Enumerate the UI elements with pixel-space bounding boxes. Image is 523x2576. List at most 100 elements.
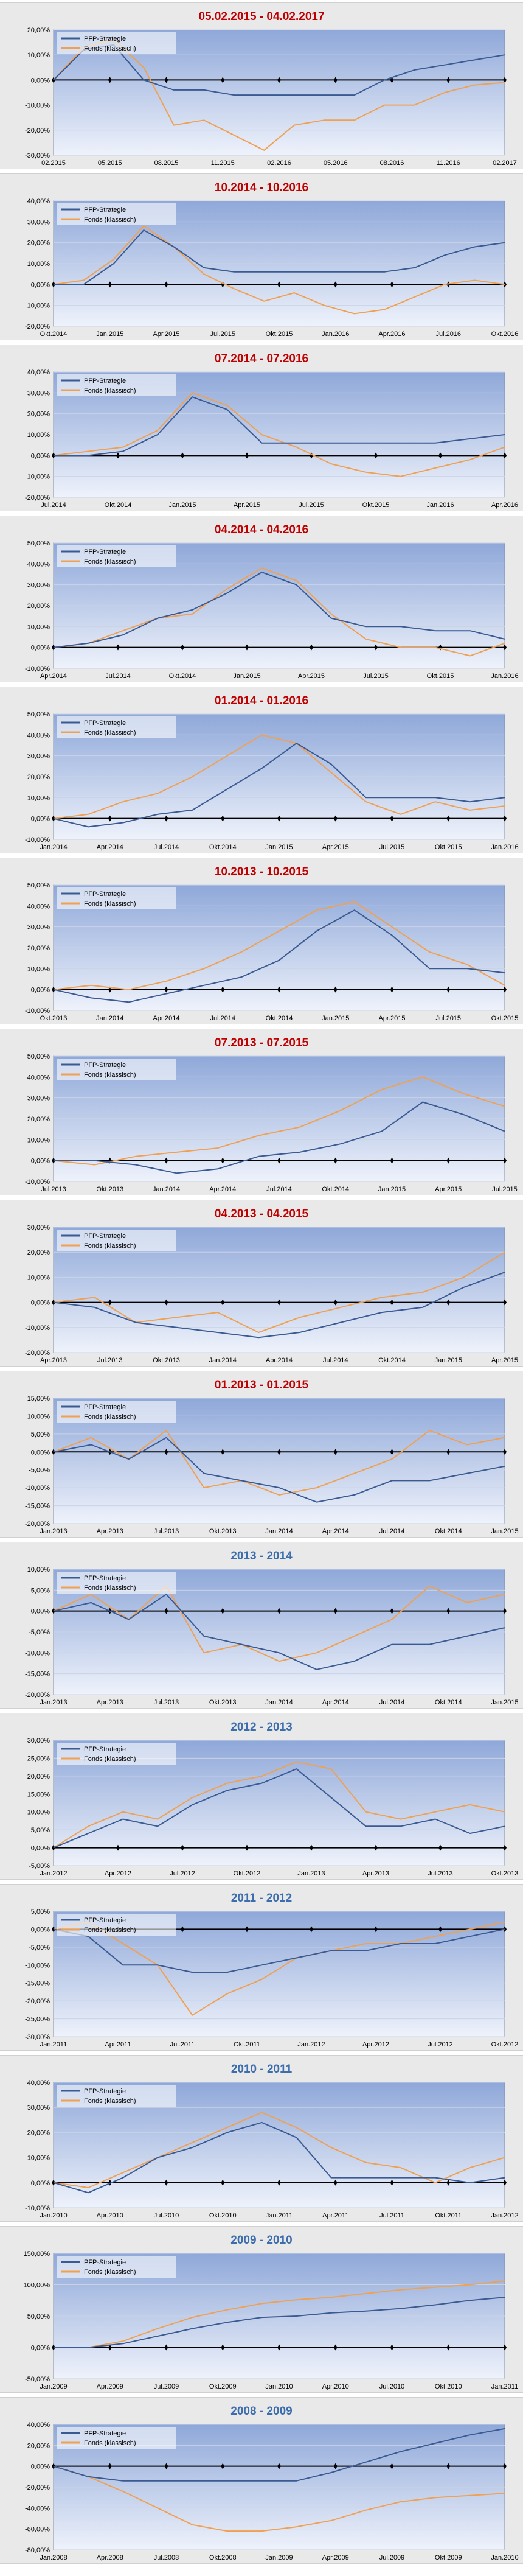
y-tick-label: -5,00% <box>29 1467 50 1474</box>
x-tick-label: Apr.2010 <box>97 2212 123 2219</box>
legend-label: Fonds (klassisch) <box>84 1071 136 1079</box>
x-tick-label: Jan.2011 <box>40 2041 67 2048</box>
y-tick-label: 0,00% <box>31 1926 50 1933</box>
x-tick-label: Okt.2012 <box>234 1870 261 1877</box>
series-line-fund <box>53 901 505 990</box>
y-tick-label: -10,00% <box>25 1485 50 1492</box>
y-tick-label: -10,00% <box>25 1007 50 1015</box>
chart-panel: 04.2014 - 04.2016 50,00% 40,00% 30,00% 20,00… <box>0 516 523 682</box>
axis-marker <box>164 815 168 822</box>
x-tick-label: Jan.2011 <box>491 2383 518 2390</box>
chart-title: 10.2013 - 10.2015 <box>215 866 309 878</box>
chart-title: 01.2014 - 01.2016 <box>215 695 308 707</box>
series-line-fund <box>53 1076 505 1166</box>
legend-label: PFP-Strategie <box>84 1575 126 1582</box>
chart-svg: 2013 - 2014 10,00% 5,00% 0,00% -5,00% -10,00%… <box>25 1550 519 1706</box>
legend-label: Fonds (klassisch) <box>84 2269 136 2276</box>
series-line-fund <box>53 392 505 477</box>
x-tick-label: Okt.2010 <box>435 2383 462 2390</box>
y-tick-label: -5,00% <box>29 1944 50 1951</box>
legend-label: PFP-Strategie <box>84 1233 126 1240</box>
axis-marker <box>310 1926 313 1933</box>
legend <box>57 2256 176 2278</box>
axis-marker <box>245 1926 249 1933</box>
y-tick-label: 20,00% <box>27 27 50 34</box>
y-tick-label: 40,00% <box>27 2079 50 2087</box>
x-tick-label: Apr.2015 <box>322 844 349 851</box>
series-line-strategy <box>53 743 505 828</box>
y-tick-label: -10,00% <box>25 102 50 110</box>
y-tick-label: 100,00% <box>24 2282 50 2289</box>
axis-marker <box>108 2463 112 2469</box>
x-tick-label: Apr.2014 <box>322 1699 349 1706</box>
series-line-fund <box>54 2280 505 2348</box>
legend-label: Fonds (klassisch) <box>84 729 136 737</box>
y-tick-label: 25,00% <box>27 1755 50 1762</box>
x-tick-label: Jan.2012 <box>40 1870 67 1877</box>
axis-marker <box>116 452 120 459</box>
x-tick-label: Apr.2009 <box>97 2383 123 2390</box>
chart-title: 04.2013 - 04.2015 <box>215 1208 309 1220</box>
axis-marker <box>503 986 507 993</box>
y-tick-label: -25,00% <box>25 2016 50 2023</box>
x-tick-label: Apr.2014 <box>40 673 67 680</box>
y-tick-label: 20,00% <box>27 603 50 610</box>
axis-marker <box>446 1157 451 1164</box>
chart-svg: 07.2014 - 07.2016 40,00% 30,00% 20,00% 10,00… <box>25 352 518 509</box>
y-tick-label: 5,00% <box>31 1587 50 1594</box>
series-line-fund <box>53 225 505 315</box>
x-tick-label: Jul.2010 <box>154 2212 179 2219</box>
chart-title: 05.02.2015 - 04.02.2017 <box>198 10 324 23</box>
axis-marker <box>446 1299 451 1306</box>
chart-title: 2008 - 2009 <box>230 2405 292 2418</box>
x-tick-label: Apr.2015 <box>234 502 260 509</box>
x-tick-label: Apr.2015 <box>153 331 179 338</box>
x-tick-label: Apr.2014 <box>209 1186 236 1193</box>
x-tick-label: Apr.2014 <box>153 1015 179 1022</box>
y-tick-label: -20,00% <box>25 494 50 502</box>
x-tick-label: Jan.2015 <box>322 1015 349 1022</box>
x-tick-label: Jan.2013 <box>297 1870 325 1877</box>
x-tick-label: Jul.2015 <box>435 1015 461 1022</box>
chart-title: 10.2014 - 10.2016 <box>215 181 308 194</box>
x-tick-label: Jul.2012 <box>428 2041 453 2048</box>
x-tick-label: Okt.2015 <box>491 1015 519 1022</box>
y-tick-label: 40,00% <box>27 369 50 376</box>
legend-label: PFP-Strategie <box>84 1404 126 1411</box>
axis-marker <box>108 1299 112 1306</box>
y-tick-label: 0,00% <box>31 2463 50 2471</box>
x-tick-label: Jul.2013 <box>428 1870 453 1877</box>
axis-marker <box>277 986 281 993</box>
chart-title: 2009 - 2010 <box>230 2234 292 2247</box>
legend <box>57 1743 176 1765</box>
axis-marker <box>181 644 184 651</box>
y-tick-label: 20,00% <box>27 240 50 247</box>
x-tick-label: Jan.2011 <box>266 2212 293 2219</box>
y-tick-label: 40,00% <box>27 2421 50 2429</box>
y-tick-label: 0,00% <box>31 281 50 289</box>
axis-marker <box>164 1449 168 1455</box>
axis-marker <box>390 1157 394 1164</box>
axis-marker <box>333 2344 338 2351</box>
legend-label: Fonds (klassisch) <box>84 1927 136 1934</box>
y-tick-label: 30,00% <box>27 924 50 931</box>
x-tick-label: Jan.2013 <box>40 1528 67 1535</box>
y-tick-label: -15,00% <box>25 1980 50 1987</box>
legend-label: Fonds (klassisch) <box>84 1413 136 1421</box>
y-tick-label: 30,00% <box>27 390 50 397</box>
x-tick-label: Jan.2015 <box>233 673 260 680</box>
chart-panel: 2010 - 2011 40,00% 30,00% 20,00% 10,00% 0,00%… <box>0 2055 523 2222</box>
y-tick-label: -10,00% <box>25 303 50 310</box>
axis-marker <box>245 644 249 651</box>
chart-title: 01.2013 - 01.2015 <box>215 1379 309 1391</box>
chart-svg: 01.2014 - 01.2016 50,00% 40,00% 30,00% 20,00… <box>25 695 519 851</box>
chart-svg: 2011 - 2012 5,00% 0,00% -5,00% -10,00% -15,00… <box>25 1892 518 2048</box>
x-tick-label: Apr.2014 <box>322 1528 349 1535</box>
legend-label: Fonds (klassisch) <box>84 558 136 565</box>
x-tick-label: Jul.2015 <box>210 331 235 338</box>
legend-label: Fonds (klassisch) <box>84 387 136 394</box>
x-tick-label: Okt.2011 <box>435 2212 462 2219</box>
axis-marker <box>277 1157 281 1164</box>
x-tick-label: Jul.2014 <box>154 844 179 851</box>
x-tick-label: Apr.2013 <box>40 1357 67 1364</box>
